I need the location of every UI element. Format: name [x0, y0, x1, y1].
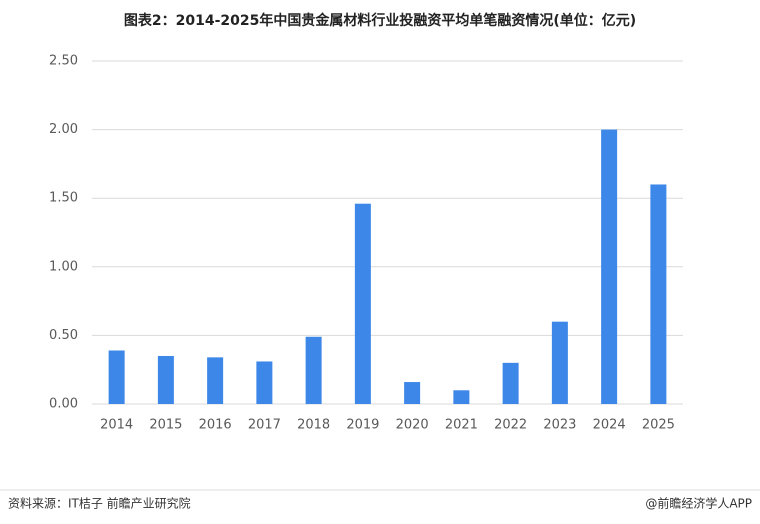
x-tick-label: 2022 — [494, 418, 527, 433]
bar — [650, 184, 667, 404]
y-tick-label: 2.00 — [49, 122, 78, 137]
x-tick-label: 2025 — [642, 418, 675, 433]
bar — [256, 361, 273, 404]
y-tick-label: 2.50 — [49, 54, 78, 69]
bar — [207, 357, 224, 404]
bar — [551, 321, 568, 404]
bar — [404, 382, 421, 404]
chart-title: 图表2：2014-2025年中国贵金属材料行业投融资平均单笔融资情况(单位：亿元… — [124, 12, 636, 29]
x-tick-label: 2015 — [149, 418, 182, 433]
bar — [601, 129, 618, 404]
bar — [108, 350, 125, 404]
x-tick-label: 2018 — [297, 418, 330, 433]
bar — [157, 355, 174, 404]
bar — [453, 390, 470, 404]
bar — [305, 336, 322, 404]
bar — [502, 362, 519, 404]
y-tick-label: 0.50 — [49, 328, 78, 343]
x-tick-label: 2017 — [248, 418, 281, 433]
x-tick-label: 2020 — [396, 418, 429, 433]
x-tick-label: 2021 — [445, 418, 478, 433]
y-tick-label: 1.50 — [49, 191, 78, 206]
credit: @前瞻经济学人APP — [645, 496, 752, 511]
x-tick-label: 2016 — [199, 418, 232, 433]
y-tick-label: 0.00 — [49, 397, 78, 412]
x-tick-label: 2024 — [593, 418, 626, 433]
bar — [354, 203, 371, 404]
source: 资料来源：IT桔子 前瞻产业研究院 — [8, 496, 191, 511]
x-tick-label: 2014 — [100, 418, 133, 433]
x-tick-label: 2019 — [346, 418, 379, 433]
y-tick-label: 1.00 — [49, 259, 78, 274]
x-tick-label: 2023 — [543, 418, 576, 433]
